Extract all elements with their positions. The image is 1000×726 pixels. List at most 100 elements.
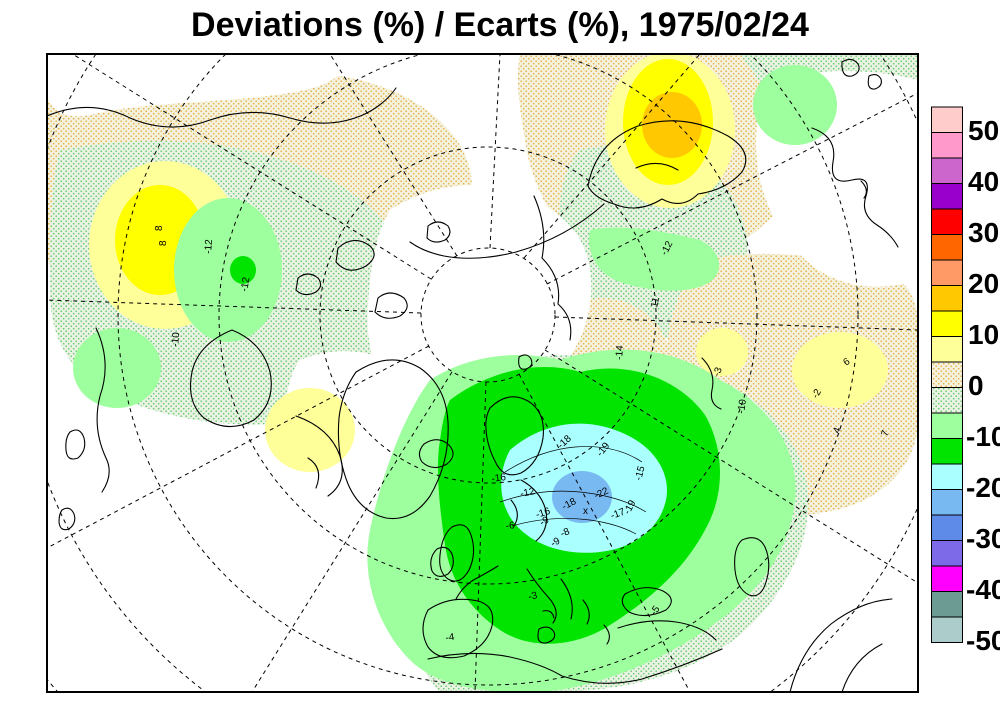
coastline-path [95,327,110,493]
contour-label: 8 [158,240,169,246]
bering-anomaly-core [642,92,702,158]
coastline-path [701,357,722,410]
contour-label: -6 [505,520,515,532]
contour-label: 8 [154,225,165,231]
coastline-path [427,648,723,684]
yukon-negative-core [230,256,256,284]
latitude-circle [420,247,556,383]
coastline-path [587,120,747,209]
newfoundland-anomaly [265,388,355,472]
contour-label: -10 [170,331,182,347]
contour-lines [499,446,647,535]
white-region [47,54,345,117]
colorbar-tick-label: 20 [968,268,999,299]
siberia-central-negative [589,227,720,291]
contour-line [499,490,647,513]
coastline-path [621,587,672,617]
colorbar-tick-label: 50 [968,115,999,146]
latitude-circle [319,146,657,484]
colorbar-tick-label: 30 [968,217,999,248]
coastline-path [867,73,882,90]
colorbar-swatch [931,183,963,210]
yukon-negative-outer [174,198,282,342]
colorbar-tick-label: -50 [966,625,1000,656]
coastline-path [374,292,408,319]
colorbar-swatch [931,157,963,184]
colorbar-swatch [931,412,963,439]
coastline-path [811,127,899,248]
contour-label: -12 [519,486,536,500]
page-title: Deviations (%) / Ecarts (%), 1975/02/24 [191,6,809,44]
map-frame [46,53,919,693]
alaska-west-negative [73,328,161,408]
colorbar-swatch [931,336,963,363]
coastline-path [841,58,860,77]
colorbar-swatch [931,208,963,235]
contour-label: -3 [527,590,538,603]
coastline-path [485,396,544,476]
siberia-east-negative [753,65,837,145]
contour-label: -12 [239,276,252,293]
colorbar-swatch [931,514,963,541]
central-asia-anomaly [792,332,888,408]
colorbar-tick-label: -20 [966,472,1000,503]
colorbar-tick-label: -10 [966,421,1000,452]
white-region [700,518,918,692]
coastline-path [635,162,679,171]
white-region [47,421,443,692]
coastline-path [335,239,375,271]
meridian-line [71,54,432,280]
colorbar-swatch [931,540,963,567]
coastline-path [734,537,770,597]
contour-label: -3 [711,365,725,378]
coastline-path [510,479,548,542]
contour-label: -10 [736,398,749,414]
coastline-path [560,578,610,645]
europe-negative-core [552,471,612,523]
colorbar-swatch [931,285,963,312]
meridian-line [47,345,430,549]
contour-label: 6 [841,356,852,368]
colorbar-swatch [931,616,963,643]
minimum-marker: x [583,506,588,517]
contour-line [511,518,637,535]
coastline-path [422,598,494,659]
coastline-path [537,626,556,644]
coastline-path [426,221,451,243]
coastline-path [455,565,499,600]
colorbar-swatch [931,489,963,516]
colorbar-swatch [931,310,963,337]
colorbar-swatch [931,591,963,618]
coastline-path [789,598,893,692]
colorbar-swatch [931,234,963,261]
coastline-path [617,620,717,641]
coastline-path [409,203,605,259]
meridian-line [251,371,453,692]
colorbar-tick-label: -30 [966,523,1000,554]
colorbar-swatch [931,106,963,133]
coastline-path [439,524,475,582]
colorbar-swatch [931,463,963,490]
contour-label: -15 [633,465,647,482]
coastline-path [47,87,397,128]
meridian-line [544,349,918,584]
contour-label: -12 [203,239,215,255]
colorbar-swatch-stipple-green [931,387,963,414]
colorbar-swatch [931,259,963,286]
meridian-line [489,54,501,249]
colorbar-swatch [931,438,963,465]
contour-label: -16 [535,506,553,521]
meridian-line [546,92,918,285]
coastline-path [189,329,272,428]
coastline-path [337,359,449,520]
contour-label: -4 [445,632,456,644]
meridian-line [474,381,487,692]
colorbar-tick-label: 0 [968,370,984,401]
contour-label: -14 [614,345,626,361]
colorbar-tick-label: -40 [966,574,1000,605]
central-asia-anomaly-2 [696,328,748,376]
meridian-line [47,299,422,314]
